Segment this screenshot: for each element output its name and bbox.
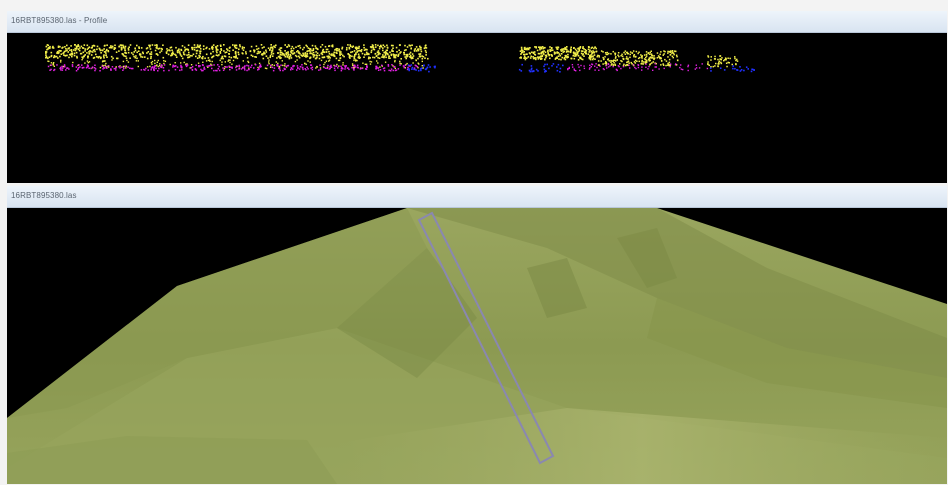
scene-window-titlebar[interactable]: 16RBT895380.las xyxy=(7,186,947,208)
profile-point-cloud xyxy=(45,44,755,73)
profile-window-title: 16RBT895380.las - Profile xyxy=(11,16,108,25)
scene-viewport[interactable] xyxy=(7,208,947,484)
profile-window: 16RBT895380.las - Profile xyxy=(7,11,947,183)
selection-box-outline xyxy=(417,211,555,465)
scene-window: 16RBT895380.las xyxy=(7,186,947,484)
profile-viewport[interactable] xyxy=(7,33,947,183)
terrain-surface xyxy=(7,208,947,484)
scene-window-title: 16RBT895380.las xyxy=(11,191,77,200)
profile-window-titlebar[interactable]: 16RBT895380.las - Profile xyxy=(7,11,947,33)
